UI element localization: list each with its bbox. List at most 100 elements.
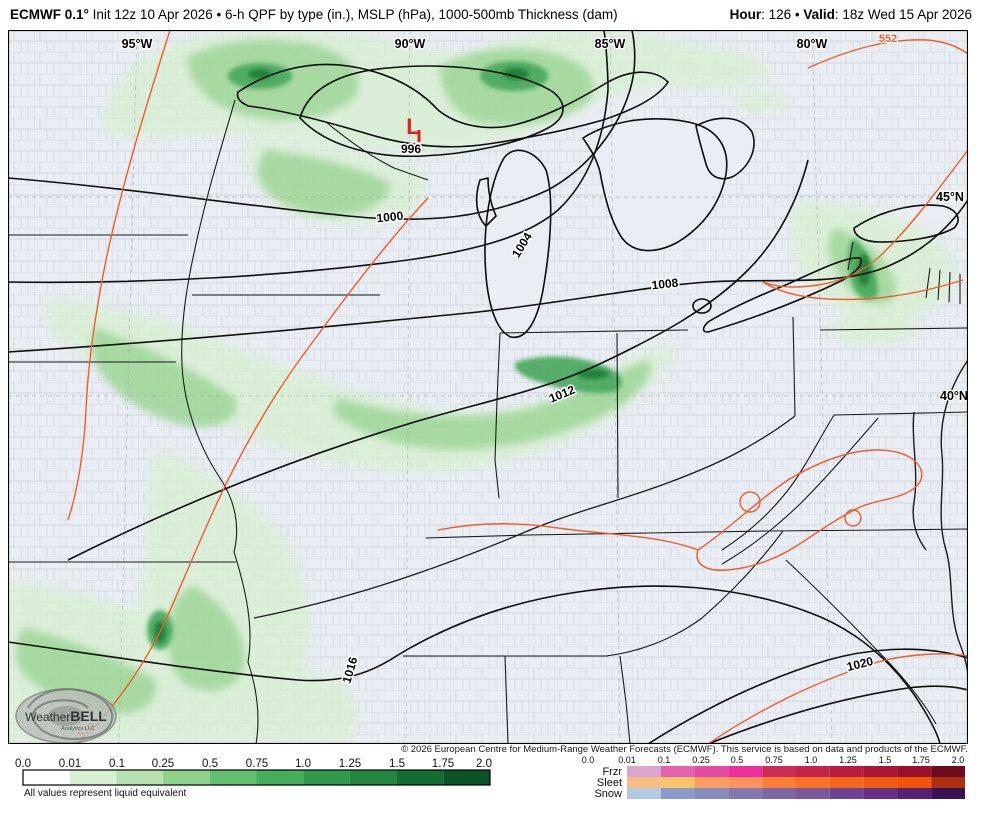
- qpf-swatch: [443, 770, 490, 785]
- map-canvas: L 996 1000 1004 1008 1012 1016 1020 552 …: [7, 28, 969, 745]
- qpf-swatch: [396, 770, 444, 785]
- great-lakes-outline: [236, 63, 959, 339]
- isobar-label-1008: 1008: [651, 276, 679, 293]
- svg-text:WeatherBELL: WeatherBELL: [25, 708, 107, 724]
- map-title: ECMWF 0.1° Init 12z 10 Apr 2026 • 6-h QP…: [10, 7, 618, 22]
- lon-label-85w: 85°W: [595, 37, 626, 51]
- qpf-swatch: [116, 770, 164, 785]
- snow-swatch: [863, 788, 898, 799]
- sleet-swatch: [829, 777, 864, 788]
- state-borders: [8, 99, 969, 745]
- qpf-swatch: [163, 770, 210, 785]
- qpf-tick: 0.25: [152, 758, 174, 770]
- sleet-label: Sleet: [597, 777, 622, 789]
- qpf-tick: 1.75: [432, 758, 454, 770]
- frozen-tick: 0.1: [658, 755, 671, 765]
- qpf-tick: 1.25: [339, 758, 361, 770]
- copyright-text: © 2026 European Centre for Medium-Range …: [401, 744, 968, 755]
- sleet-swatch: [762, 777, 796, 788]
- snow-swatch: [762, 788, 796, 799]
- qpf-tick: 0.75: [246, 758, 268, 770]
- qpf-swatch: [23, 770, 70, 785]
- isobar-contours: [7, 29, 969, 745]
- frozen-scale-ticks: 0.0 0.01 0.1 0.25 0.5 0.75 1.0 1.25 1.5 …: [582, 755, 965, 765]
- frzr-swatch: [660, 766, 695, 777]
- snow-swatch: [931, 788, 965, 799]
- valid-value: : 18z Wed 15 Apr 2026: [834, 7, 972, 22]
- frozen-row-labels: Frzr Sleet Snow: [594, 766, 622, 800]
- legend-bar: 0.0 0.01 0.1 0.25 0.5 0.75 1.0 1.25 1.5 …: [0, 748, 984, 808]
- sleet-swatch: [863, 777, 898, 788]
- snow-swatch: [829, 788, 864, 799]
- sleet-swatch: [694, 777, 729, 788]
- snow-label: Snow: [594, 788, 622, 800]
- isobar-label-1000: 1000: [376, 209, 404, 226]
- frozen-tick: 0.25: [692, 755, 710, 765]
- logo-bell-text: BELL: [70, 708, 107, 724]
- frzr-swatch: [762, 766, 796, 777]
- snow-swatch: [897, 788, 932, 799]
- qpf-swatch: [349, 770, 397, 785]
- qpf-tick: 0.1: [109, 758, 125, 770]
- frozen-tick: 0.0: [582, 755, 595, 765]
- weatherbell-logo: WeatherBELL Analytics LLC: [15, 688, 117, 744]
- map-title-params: Init 12z 10 Apr 2026 • 6-h QPF by type (…: [88, 7, 618, 22]
- frozen-tick: 0.75: [765, 755, 783, 765]
- thickness-label-552: 552: [879, 33, 897, 45]
- logo-subtext: Analytics LLC: [61, 726, 95, 732]
- frozen-tick: 0.5: [731, 755, 744, 765]
- frzr-swatch: [863, 766, 898, 777]
- lat-label-40n: 40°N: [940, 389, 968, 403]
- snow-swatch: [796, 788, 830, 799]
- qpf-tick: 0.5: [202, 758, 218, 770]
- qpf-swatch: [303, 770, 350, 785]
- sleet-swatch: [627, 777, 661, 788]
- qpf-tick: 1.5: [389, 758, 405, 770]
- frzr-swatch: [897, 766, 932, 777]
- frzr-swatch: [931, 766, 965, 777]
- frozen-tick: 2.0: [952, 755, 965, 765]
- header-bar: ECMWF 0.1° Init 12z 10 Apr 2026 • 6-h QP…: [0, 0, 984, 30]
- frzr-swatch: [829, 766, 864, 777]
- graticule-labels: 95°W 90°W 85°W 80°W 45°N 40°N: [120, 36, 969, 405]
- frzr-label: Frzr: [602, 766, 622, 778]
- frzr-swatch: [796, 766, 830, 777]
- valid-time: Hour: 126 • Valid: 18z Wed 15 Apr 2026: [730, 7, 972, 22]
- sleet-swatch: [796, 777, 830, 788]
- frozen-tick: 0.01: [618, 755, 636, 765]
- qpf-color-bar: [22, 769, 491, 786]
- isobar-label-996: 996: [401, 142, 421, 156]
- qpf-swatch: [69, 770, 117, 785]
- low-symbol: L: [406, 114, 419, 139]
- graticule-lines: [8, 29, 968, 745]
- lat-label-45n: 45°N: [936, 190, 964, 204]
- qpf-note: All values represent liquid equivalent: [24, 788, 187, 799]
- frzr-color-bar: [627, 766, 965, 777]
- sleet-swatch: [728, 777, 763, 788]
- frzr-swatch: [728, 766, 763, 777]
- lon-label-95w: 95°W: [122, 37, 153, 51]
- hour-label: Hour: [729, 7, 762, 22]
- frozen-tick: 1.0: [805, 755, 818, 765]
- qpf-tick: 1.0: [295, 758, 311, 770]
- frzr-swatch: [627, 766, 661, 777]
- qpf-tick: 0.01: [59, 758, 81, 770]
- logo-weather-text: Weather: [25, 710, 70, 724]
- sleet-color-bar: [627, 777, 965, 788]
- snow-swatch: [728, 788, 763, 799]
- snow-color-bar: [627, 788, 965, 799]
- frozen-tick: 1.25: [839, 755, 857, 765]
- qpf-swatch: [256, 770, 304, 785]
- qpf-swatch: [209, 770, 257, 785]
- model-name: ECMWF 0.1°: [10, 7, 89, 22]
- hour-value: : 126 •: [761, 7, 804, 22]
- sleet-swatch: [931, 777, 965, 788]
- qpf-tick: 2.0: [476, 758, 492, 770]
- snow-swatch: [627, 788, 661, 799]
- sleet-swatch: [660, 777, 695, 788]
- lon-label-80w: 80°W: [797, 37, 828, 51]
- snow-swatch: [694, 788, 729, 799]
- map-frame: [7, 29, 969, 745]
- legend-canvas: 0.0 0.01 0.1 0.25 0.5 0.75 1.0 1.25 1.5 …: [15, 755, 965, 800]
- frozen-tick: 1.5: [879, 755, 892, 765]
